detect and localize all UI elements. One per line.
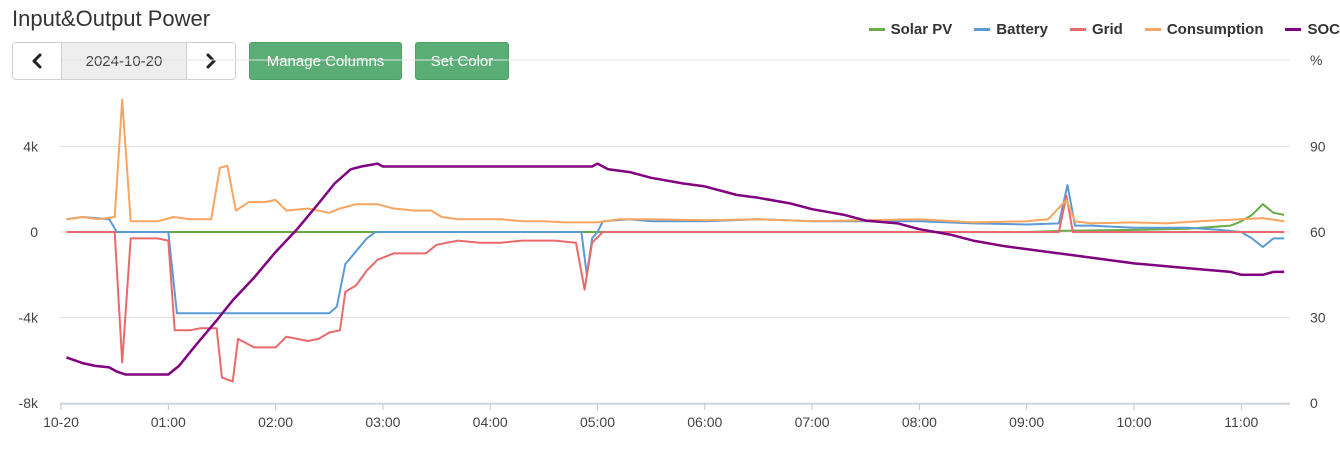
y-right-tick-label: 90 [1310,139,1326,155]
x-tick-label: 10-20 [43,414,79,430]
legend-label: Solar PV [890,20,953,38]
y-right-tick-label: 60 [1310,224,1326,240]
y-left-tick-label: -4k [19,310,39,326]
x-tick-label: 10:00 [1116,414,1151,430]
x-tick-label: 04:00 [473,414,508,430]
legend-label: Grid [1091,20,1123,38]
series-line-soc [65,162,1285,376]
next-day-button[interactable] [187,43,235,79]
legend-item-battery[interactable]: Battery [974,21,1048,38]
x-tick-label: 05:00 [580,414,615,430]
y-left-tick-label: -8k [19,395,39,411]
set-color-button[interactable]: Set Color [415,42,509,80]
x-tick-label: 01:00 [151,414,186,430]
y-right-tick-label: 30 [1310,310,1326,326]
x-tick-label: 07:00 [795,414,830,430]
legend-swatch [1144,27,1161,31]
y-left-tick-label: 0 [30,224,38,240]
y-right-unit-label: % [1310,52,1322,68]
y-left-tick-label: 4k [23,139,39,155]
date-picker-group: 2024-10-20 [12,42,236,80]
series-line-grid [66,194,1285,383]
x-tick-label: 02:00 [258,414,293,430]
legend-swatch [1285,27,1302,31]
series-line-consumption [66,98,1285,225]
x-tick-label: 09:00 [1009,414,1044,430]
date-field[interactable]: 2024-10-20 [61,43,187,79]
legend-label: Consumption [1166,20,1264,38]
y-right-tick-label: 0 [1310,395,1318,411]
legend-item-solar-pv[interactable]: Solar PV [868,20,953,38]
legend-item-soc[interactable]: SOC [1285,21,1340,38]
legend-item-grid[interactable]: Grid [1069,20,1123,38]
legend-swatch [868,27,885,31]
chart-title: Input&Output Power [12,6,211,31]
chart-legend: Solar PV Battery Grid Consumption SOC [847,18,1340,40]
legend-swatch [974,27,991,31]
x-tick-label: 06:00 [687,414,722,430]
x-tick-label: 08:00 [902,414,937,430]
series-line-battery [66,184,1285,315]
previous-day-button[interactable] [13,43,61,79]
legend-swatch [1069,27,1086,31]
x-tick-label: 11:00 [1224,414,1258,430]
legend-item-consumption[interactable]: Consumption [1144,20,1264,38]
chevron-right-icon [206,53,216,69]
toolbar: 2024-10-20 Manage Columns Set Color [12,42,509,80]
chevron-left-icon [32,53,42,69]
series-line-solar-pv [66,203,1285,233]
legend-label: SOC [1307,20,1340,38]
legend-label: Battery [996,20,1048,38]
manage-columns-button[interactable]: Manage Columns [249,42,402,80]
x-tick-label: 03:00 [365,414,400,430]
